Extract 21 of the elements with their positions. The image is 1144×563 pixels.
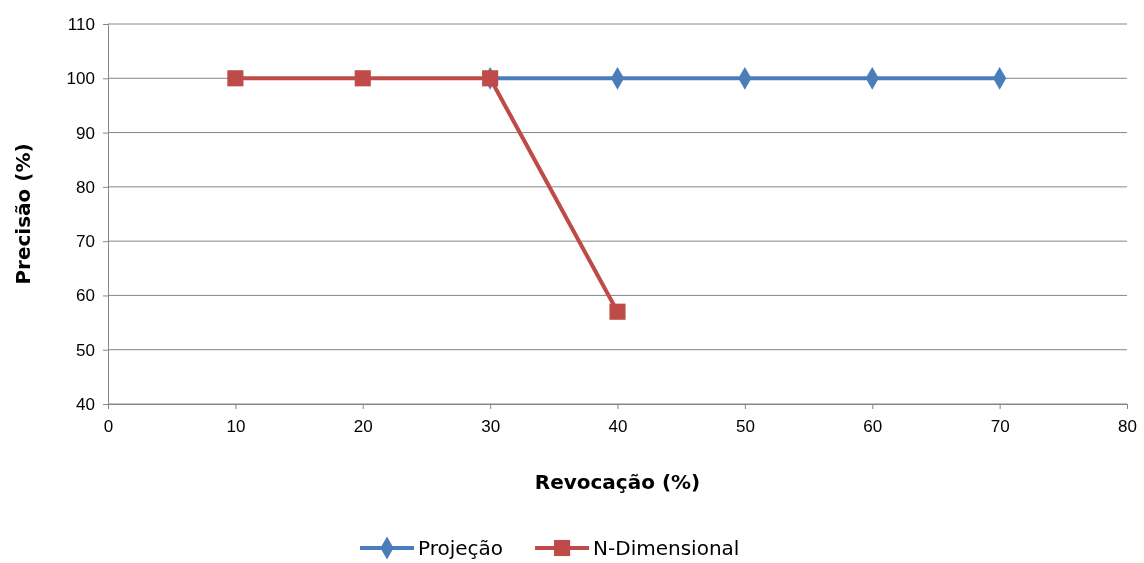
y-tick-label: 60 <box>75 286 95 306</box>
y-tick-label: 80 <box>75 177 95 197</box>
x-tick-label: 30 <box>481 417 501 437</box>
y-tick-label: 50 <box>75 340 95 360</box>
x-tick-label: 0 <box>103 417 114 437</box>
x-tick-label: 80 <box>1118 417 1137 437</box>
y-tick-label: 40 <box>75 394 95 414</box>
y-axis-title: Precisão (%) <box>11 143 35 285</box>
y-tick-label: 70 <box>75 232 95 252</box>
y-tick-label: 110 <box>67 14 95 34</box>
x-tick-label: 20 <box>353 417 373 437</box>
x-tick-label: 10 <box>226 417 246 437</box>
legend-label: N-Dimensional <box>593 536 740 560</box>
x-tick-label: 40 <box>608 417 628 437</box>
x-tick-label: 50 <box>735 417 755 437</box>
y-tick-label: 90 <box>75 123 95 143</box>
legend-label: Projeção <box>418 536 504 560</box>
x-tick-label: 60 <box>863 417 883 437</box>
y-tick-label: 100 <box>66 69 95 89</box>
x-tick-label: 70 <box>990 417 1010 437</box>
x-axis-title: Revocação (%) <box>534 470 701 494</box>
